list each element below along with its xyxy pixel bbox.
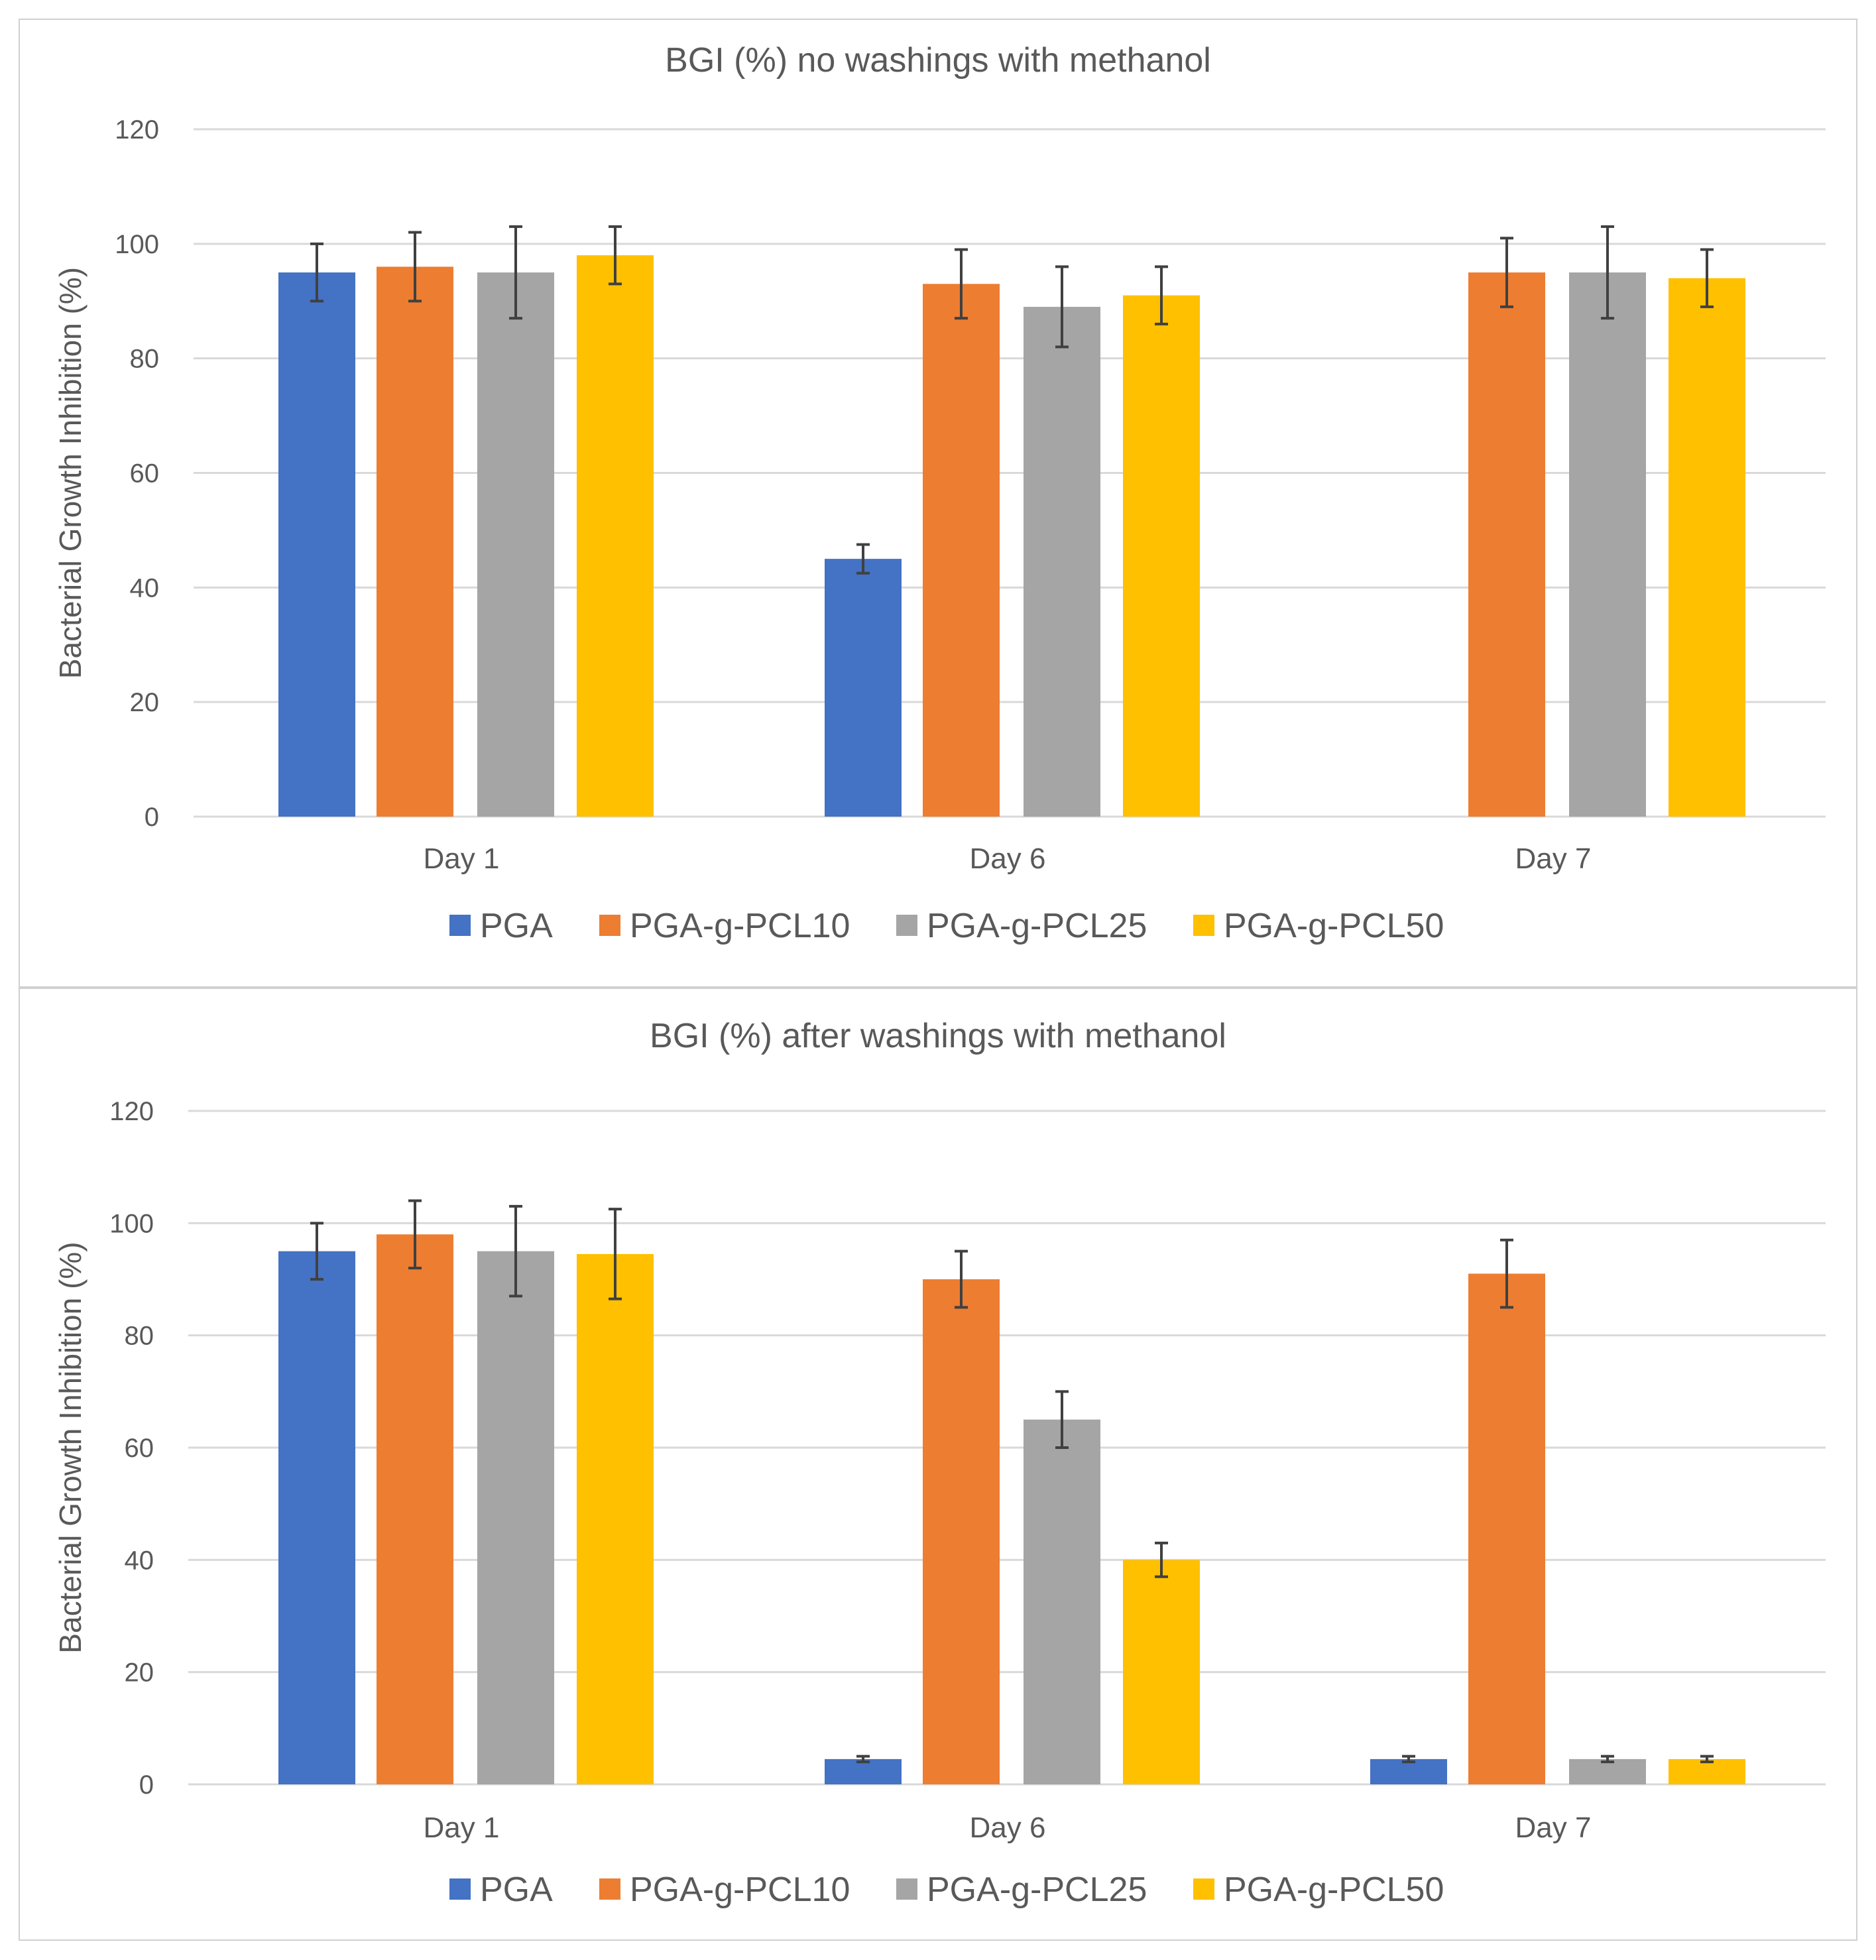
bar-PGA-g-PCL25-Day-6 bbox=[1024, 1419, 1100, 1784]
x-tick-label: Day 7 bbox=[1515, 842, 1592, 875]
y-tick-label: 60 bbox=[130, 459, 160, 489]
x-tick-label: Day 7 bbox=[1515, 1812, 1592, 1844]
y-tick-label: 80 bbox=[125, 1322, 154, 1351]
x-tick-label: Day 1 bbox=[424, 842, 500, 875]
legend-label-PGA-g-PCL10: PGA-g-PCL10 bbox=[630, 907, 850, 945]
bar-chart-after-washings: BGI (%) after washings with methanol 0 20 4… bbox=[53, 1017, 1826, 1909]
legend-swatch-PGA-g-PCL50 bbox=[1193, 1878, 1214, 1900]
legend-label-PGA-g-PCL25: PGA-g-PCL25 bbox=[927, 1871, 1147, 1909]
bar-PGA-g-PCL25-Day-6 bbox=[1024, 306, 1100, 817]
legend-swatch-PGA-g-PCL10 bbox=[599, 915, 620, 936]
legend-swatch-PGA-g-PCL10 bbox=[599, 1878, 620, 1900]
legend-label-PGA-g-PCL10: PGA-g-PCL10 bbox=[630, 1871, 850, 1909]
y-tick-label: 100 bbox=[115, 230, 159, 259]
chart-title: BGI (%) no washings with methanol bbox=[665, 41, 1211, 80]
chart-title: BGI (%) after washings with methanol bbox=[650, 1017, 1226, 1055]
bar-PGA-g-PCL50-Day-6 bbox=[1123, 1560, 1200, 1784]
legend-swatch-PGA bbox=[449, 915, 471, 936]
bar-PGA-g-PCL10-Day-1 bbox=[377, 1234, 453, 1784]
bar-PGA-g-PCL50-Day-7 bbox=[1669, 1758, 1745, 1784]
legend-label-PGA-g-PCL50: PGA-g-PCL50 bbox=[1224, 907, 1444, 945]
bar-PGA-Day-7 bbox=[1370, 1758, 1447, 1784]
y-tick-label: 20 bbox=[130, 688, 160, 717]
bar-PGA-g-PCL10-Day-6 bbox=[923, 1279, 1000, 1784]
bar-PGA-g-PCL25-Day-1 bbox=[477, 272, 554, 817]
bar-PGA-g-PCL10-Day-6 bbox=[923, 284, 1000, 817]
bar-PGA-g-PCL50-Day-1 bbox=[577, 1253, 654, 1784]
bar-PGA-g-PCL25-Day-1 bbox=[477, 1251, 554, 1784]
bar-PGA-g-PCL25-Day-7 bbox=[1569, 272, 1646, 817]
y-tick-label: 40 bbox=[130, 573, 160, 603]
bar-PGA-g-PCL50-Day-1 bbox=[577, 255, 654, 817]
y-tick-label: 120 bbox=[109, 1097, 154, 1126]
bar-PGA-Day-1 bbox=[278, 272, 355, 817]
bar-PGA-Day-1 bbox=[278, 1251, 355, 1784]
bar-chart-no-washings: BGI (%) no washings with methanol 0 20 40 60… bbox=[53, 41, 1826, 945]
bar-PGA-g-PCL10-Day-7 bbox=[1468, 272, 1545, 817]
bar-PGA-g-PCL10-Day-1 bbox=[377, 266, 453, 817]
legend-swatch-PGA bbox=[449, 1878, 471, 1900]
y-tick-label: 100 bbox=[109, 1209, 154, 1238]
bar-PGA-Day-6 bbox=[825, 1758, 902, 1784]
x-tick-label: Day 6 bbox=[970, 842, 1046, 875]
y-tick-label: 80 bbox=[130, 345, 160, 374]
bar-PGA-g-PCL50-Day-6 bbox=[1123, 295, 1200, 817]
bar-PGA-g-PCL50-Day-7 bbox=[1669, 278, 1745, 817]
bar-PGA-Day-6 bbox=[825, 559, 902, 817]
chart-panel-after-washings: BGI (%) after washings with methanol 0 20 4… bbox=[19, 988, 1857, 1941]
y-axis-label: Bacterial Growth Inhibition (%) bbox=[53, 1241, 88, 1653]
legend-swatch-PGA-g-PCL25 bbox=[896, 915, 917, 936]
legend-swatch-PGA-g-PCL50 bbox=[1193, 915, 1214, 936]
y-axis-label: Bacterial Growth Inhibition (%) bbox=[53, 267, 88, 679]
y-tick-label: 120 bbox=[115, 115, 159, 144]
y-tick-label: 20 bbox=[125, 1658, 154, 1688]
legend-label-PGA: PGA bbox=[480, 907, 553, 945]
legend-label-PGA-g-PCL50: PGA-g-PCL50 bbox=[1224, 1871, 1444, 1909]
bar-PGA-g-PCL25-Day-7 bbox=[1569, 1758, 1646, 1784]
y-tick-label: 60 bbox=[125, 1434, 154, 1463]
y-tick-label: 0 bbox=[139, 1770, 154, 1800]
chart-panel-no-washings: BGI (%) no washings with methanol 0 20 40 60… bbox=[19, 19, 1857, 988]
legend-label-PGA-g-PCL25: PGA-g-PCL25 bbox=[927, 907, 1147, 945]
y-tick-label: 0 bbox=[145, 803, 159, 832]
x-tick-label: Day 1 bbox=[424, 1812, 500, 1844]
legend-swatch-PGA-g-PCL25 bbox=[896, 1878, 917, 1900]
y-tick-label: 40 bbox=[125, 1546, 154, 1575]
x-tick-label: Day 6 bbox=[970, 1812, 1046, 1844]
legend-label-PGA: PGA bbox=[480, 1871, 553, 1909]
bar-PGA-g-PCL10-Day-7 bbox=[1468, 1273, 1545, 1784]
